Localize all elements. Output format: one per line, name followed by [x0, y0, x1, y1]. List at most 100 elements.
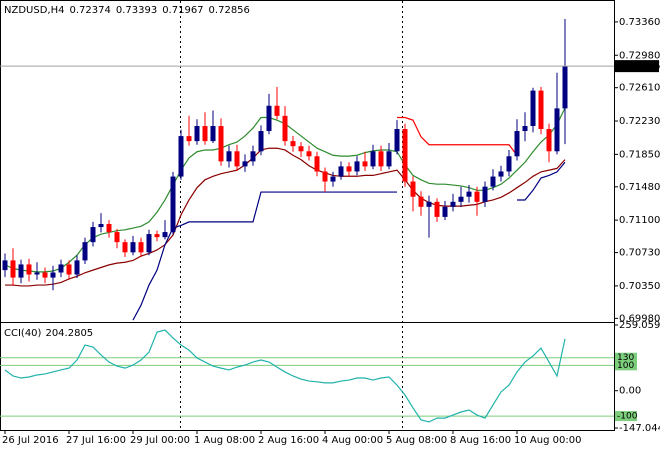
- candle-body: [98, 223, 104, 228]
- candle-body: [138, 242, 144, 253]
- x-tick-label: 1 Aug 08:00: [194, 435, 255, 446]
- candle-body: [402, 129, 408, 182]
- y-tick-label: 0.00: [619, 386, 641, 397]
- indicator-line: [132, 161, 566, 321]
- y-tick-label: 0.72230: [619, 116, 660, 127]
- y-tick-label: 0.71480: [619, 182, 660, 193]
- candle-body: [378, 151, 384, 167]
- candle-body: [538, 90, 544, 130]
- candle-body: [474, 191, 480, 202]
- candle-body: [330, 176, 336, 182]
- candle-body: [114, 232, 120, 243]
- candle-body: [106, 223, 112, 233]
- candle-body: [186, 136, 192, 142]
- candle-body: [362, 161, 368, 167]
- level-label: -100: [617, 412, 638, 422]
- candle-body: [202, 126, 208, 142]
- candle-body: [450, 201, 456, 207]
- x-tick-label: 4 Aug 00:00: [322, 435, 383, 446]
- x-tick-label: 26 Jul 2016: [2, 435, 59, 446]
- y-tick-label: -147.0447: [619, 423, 660, 434]
- candle-body: [338, 166, 344, 177]
- candle-body: [354, 161, 360, 172]
- candle-body: [298, 146, 304, 152]
- candle-body: [346, 166, 352, 172]
- candle-body: [442, 206, 448, 217]
- plot-frame: [0, 0, 615, 431]
- y-tick-label: 0.73360: [619, 17, 660, 28]
- candle-body: [146, 234, 152, 253]
- candle-body: [506, 156, 512, 172]
- symbol: NZDUSD,H4: [4, 5, 64, 16]
- candle-body: [514, 131, 520, 157]
- level-label: 130: [617, 353, 634, 363]
- candle-body: [50, 272, 56, 278]
- level-box: [615, 411, 637, 422]
- candle-body: [250, 151, 256, 162]
- candle-body: [482, 186, 488, 202]
- candle-body: [210, 126, 216, 142]
- candle-body: [258, 131, 264, 152]
- ohlc-value: 0.71967: [162, 5, 203, 16]
- candle-body: [458, 196, 464, 202]
- candle-body: [218, 126, 224, 162]
- y-tick-label: 0.70730: [619, 248, 660, 259]
- last-price-box: [615, 60, 659, 73]
- indicator-name: CCI(40): [4, 328, 42, 339]
- chart-header: NZDUSD,H4 0.72374 0.73393 0.71967 0.72856: [4, 5, 250, 16]
- indicator-header: CCI(40) 204.2805: [4, 328, 93, 339]
- candle-body: [546, 129, 552, 152]
- candle-body: [18, 264, 24, 278]
- candle-body: [10, 260, 16, 278]
- indicator-line: [397, 116, 518, 156]
- candle-body: [162, 232, 168, 238]
- candle-body: [178, 136, 184, 177]
- candle-body: [170, 176, 176, 233]
- x-tick-label: 29 Jul 00:00: [130, 435, 190, 446]
- candle-body: [58, 264, 64, 273]
- candle-body: [554, 108, 560, 152]
- candle-body: [530, 90, 536, 127]
- y-tick-label: 0.71100: [619, 215, 660, 226]
- candle-body: [26, 264, 32, 275]
- candle-body: [314, 156, 320, 172]
- candle-body: [130, 242, 136, 253]
- ohlc-value: 0.73393: [116, 5, 157, 16]
- candle-body: [266, 105, 272, 132]
- candle-body: [498, 171, 504, 177]
- ohlc-value: 0.72374: [69, 5, 110, 16]
- y-tick-label: 0.72980: [619, 50, 660, 61]
- candle-body: [42, 272, 48, 278]
- level-label: 100: [617, 361, 634, 371]
- candle-body: [90, 227, 96, 243]
- x-tick-label: 10 Aug 00:00: [514, 435, 581, 446]
- y-tick-label: 259.0595: [619, 320, 660, 331]
- level-box: [615, 360, 637, 371]
- candle-body: [426, 201, 432, 207]
- candle-body: [2, 260, 8, 271]
- candle-body: [322, 171, 328, 182]
- x-tick-label: 27 Jul 16:00: [66, 435, 126, 446]
- indicator-line: [5, 147, 566, 287]
- candle-body: [418, 196, 424, 207]
- candle-body: [306, 151, 312, 157]
- candle-body: [242, 161, 248, 167]
- candle-body: [194, 126, 200, 142]
- y-tick-label: 0.70350: [619, 281, 660, 292]
- candle-body: [274, 105, 280, 116]
- candle-body: [522, 126, 528, 132]
- x-tick-label: 8 Aug 16:00: [450, 435, 511, 446]
- cci-line: [4, 329, 566, 423]
- candle-body: [562, 66, 568, 109]
- candle-body: [226, 151, 232, 162]
- ohlc-value: 0.72856: [209, 5, 250, 16]
- candle-body: [122, 242, 128, 253]
- last-price-label: 0.72856: [619, 61, 660, 72]
- candle-body: [66, 264, 72, 275]
- candle-body: [234, 151, 240, 167]
- candle-body: [370, 151, 376, 167]
- candle-body: [490, 176, 496, 187]
- candle-body: [82, 242, 88, 261]
- candle-body: [434, 201, 440, 217]
